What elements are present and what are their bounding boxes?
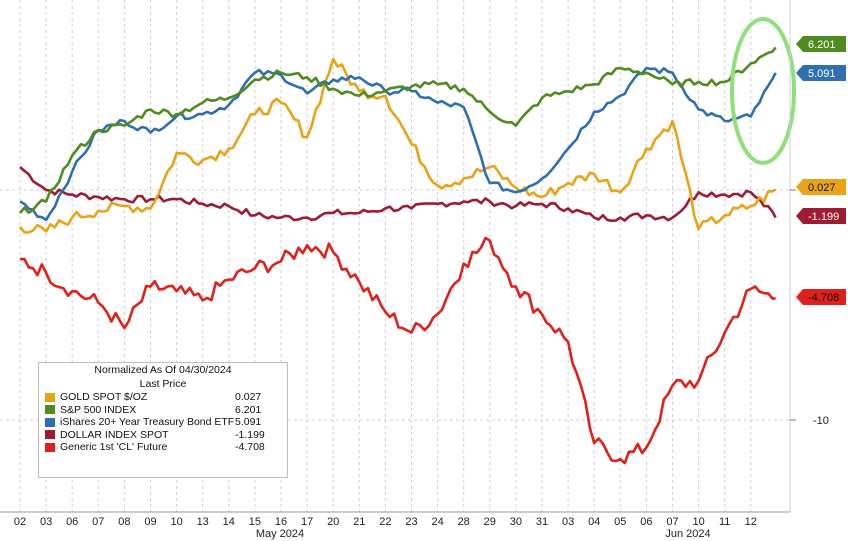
month-label-jun: Jun 2024 (665, 528, 710, 540)
value-label: 6.201 (808, 39, 836, 51)
y-tick-label: -10 (813, 415, 829, 427)
x-tick-label: 15 (249, 516, 261, 528)
x-tick-label: 05 (614, 516, 626, 528)
x-tick-label: 04 (588, 516, 600, 528)
x-tick-label: 11 (719, 516, 730, 528)
x-axis-ticks: 02 03 06 07 08 09 10 13 14 15 16 17 20 21 22 23 24 28 29 30… (14, 516, 757, 528)
legend-swatch (45, 430, 55, 440)
legend-entry-value: 6.201 (235, 403, 262, 416)
value-label-box (796, 179, 846, 195)
x-tick-label: 06 (640, 516, 652, 528)
legend-entry: Generic 1st 'CL' Future -4.708 (39, 441, 287, 454)
legend-entries: GOLD SPOT $/OZ 0.027 S&P 500 INDEX 6.201 iSh… (39, 391, 287, 454)
legend-subtitle: Last Price (139, 378, 187, 390)
series-line (18, 57, 777, 234)
legend-entry-name: iShares 20+ Year Treasury Bond ETF (60, 416, 235, 429)
x-tick-label: 13 (197, 516, 209, 528)
legend-entry-name: Generic 1st 'CL' Future (60, 441, 168, 454)
legend-entry: GOLD SPOT $/OZ 0.027 (39, 391, 287, 404)
series-lines (18, 46, 777, 465)
series-line (19, 66, 777, 222)
x-tick-label: 10 (170, 516, 182, 528)
series-line (19, 166, 777, 223)
legend-swatch (45, 417, 55, 427)
x-tick-label: 30 (510, 516, 522, 528)
x-tick-label: 31 (536, 516, 548, 528)
legend-swatch (45, 442, 55, 452)
legend-swatch (45, 392, 55, 402)
value-label-box (796, 65, 846, 81)
legend-entry: DOLLAR INDEX SPOT -1.199 (39, 429, 287, 442)
value-label: -4.708 (808, 292, 839, 304)
x-tick-label: 10 (692, 516, 704, 528)
x-tick-label: 17 (301, 516, 313, 528)
series-line (19, 46, 777, 214)
legend-swatch (45, 405, 55, 415)
value-label-box (796, 36, 846, 52)
x-tick-label: 03 (40, 516, 52, 528)
x-tick-label: 12 (745, 516, 757, 528)
x-tick-label: 21 (353, 516, 365, 528)
value-labels: 6.201 5.091 0.027 -1.199 -4.708 (796, 36, 846, 305)
value-label: 5.091 (808, 68, 836, 80)
x-tick-label: 07 (666, 516, 678, 528)
x-tick-label: 24 (431, 516, 443, 528)
x-tick-label: 09 (144, 516, 156, 528)
legend: Normalized As Of 04/30/2024 Last Price G… (38, 362, 288, 478)
x-tick-label: 22 (379, 516, 391, 528)
x-tick-label: 03 (562, 516, 574, 528)
x-tick-label: 29 (484, 516, 496, 528)
legend-title: Normalized As Of 04/30/2024 (94, 364, 232, 376)
month-label-may: May 2024 (256, 528, 304, 540)
x-tick-label: 16 (275, 516, 287, 528)
x-tick-label: 14 (223, 516, 235, 528)
legend-entry: S&P 500 INDEX 6.201 (39, 404, 287, 417)
legend-entry-value: -4.708 (235, 441, 265, 454)
value-label: 0.027 (808, 182, 836, 194)
legend-entry-name: S&P 500 INDEX (60, 403, 137, 416)
x-tick-label: 06 (66, 516, 78, 528)
legend-entry-name: GOLD SPOT $/OZ (60, 391, 148, 404)
legend-entry-value: 0.027 (235, 391, 262, 404)
x-tick-label: 02 (14, 516, 26, 528)
legend-entry-name: DOLLAR INDEX SPOT (60, 428, 169, 441)
x-tick-label: 08 (118, 516, 130, 528)
x-tick-label: 20 (327, 516, 339, 528)
series-line (19, 236, 776, 465)
value-label: -1.199 (808, 211, 839, 223)
legend-entry-value: -1.199 (235, 428, 265, 441)
legend-entry: iShares 20+ Year Treasury Bond ETF 5.091 (39, 416, 287, 429)
x-tick-label: 07 (92, 516, 104, 528)
value-label-box (796, 208, 846, 224)
legend-entry-value: 5.091 (235, 416, 262, 429)
value-label-box (796, 289, 846, 305)
highlight-circle (730, 17, 796, 165)
x-tick-label: 28 (458, 516, 470, 528)
x-tick-label: 23 (405, 516, 417, 528)
